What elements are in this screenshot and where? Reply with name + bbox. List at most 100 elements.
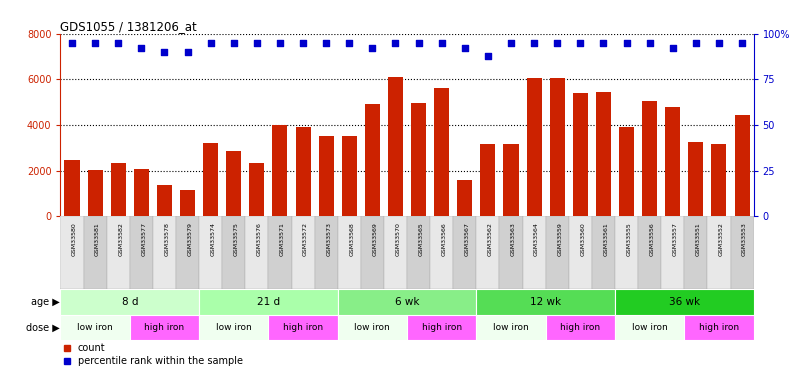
Point — [297, 40, 310, 46]
Bar — [526, 78, 542, 216]
Text: GSM33577: GSM33577 — [141, 222, 147, 256]
Text: dose ▶: dose ▶ — [27, 322, 60, 332]
Bar — [453, 216, 476, 289]
Point — [227, 40, 240, 46]
Bar — [60, 216, 84, 289]
Point — [736, 40, 749, 46]
Text: high iron: high iron — [699, 323, 739, 332]
Bar — [180, 190, 195, 216]
Text: 8 d: 8 d — [122, 297, 138, 307]
Bar — [476, 315, 546, 340]
Bar — [480, 144, 496, 216]
Text: GSM33564: GSM33564 — [534, 222, 539, 256]
Bar — [110, 163, 126, 216]
Point — [366, 45, 379, 51]
Text: GSM33553: GSM33553 — [742, 222, 747, 256]
Bar — [272, 125, 288, 216]
Bar — [522, 216, 546, 289]
Point — [713, 40, 725, 46]
Text: GSM33569: GSM33569 — [372, 222, 377, 256]
Text: high iron: high iron — [283, 323, 323, 332]
Point — [689, 40, 702, 46]
Text: GSM33572: GSM33572 — [303, 222, 308, 256]
Text: GSM33561: GSM33561 — [604, 222, 609, 256]
Text: GSM33574: GSM33574 — [210, 222, 216, 256]
Bar — [615, 216, 638, 289]
Bar — [684, 315, 754, 340]
Bar — [434, 88, 449, 216]
Point — [135, 45, 147, 51]
Point — [112, 40, 125, 46]
Bar — [222, 216, 245, 289]
Bar — [504, 144, 518, 216]
Bar — [342, 136, 357, 216]
Bar — [384, 216, 407, 289]
Bar — [596, 92, 611, 216]
Point — [481, 53, 494, 58]
Point — [435, 40, 448, 46]
Text: 6 wk: 6 wk — [395, 297, 419, 307]
Point — [505, 40, 517, 46]
Bar — [226, 151, 241, 216]
Bar — [268, 216, 292, 289]
Point — [412, 40, 425, 46]
Bar — [157, 184, 172, 216]
Bar — [106, 216, 130, 289]
Bar — [708, 216, 730, 289]
Point — [667, 45, 679, 51]
Bar — [407, 216, 430, 289]
Text: GSM33582: GSM33582 — [118, 222, 123, 256]
Bar — [296, 127, 310, 216]
Text: 36 wk: 36 wk — [669, 297, 700, 307]
Text: GSM33565: GSM33565 — [418, 222, 424, 256]
Bar — [338, 315, 407, 340]
Text: GSM33570: GSM33570 — [396, 222, 401, 256]
Bar — [249, 163, 264, 216]
Bar — [712, 144, 726, 216]
Text: GSM33568: GSM33568 — [349, 222, 355, 256]
Point — [204, 40, 217, 46]
Bar — [388, 77, 403, 216]
Text: count: count — [77, 343, 106, 353]
Text: low iron: low iron — [355, 323, 390, 332]
Bar — [546, 315, 615, 340]
Bar — [734, 115, 750, 216]
Bar — [134, 169, 149, 216]
Bar — [615, 315, 684, 340]
Bar — [476, 216, 500, 289]
Text: GSM33578: GSM33578 — [164, 222, 169, 256]
Point — [65, 40, 78, 46]
Text: 12 wk: 12 wk — [530, 297, 561, 307]
Bar — [411, 103, 426, 216]
Text: percentile rank within the sample: percentile rank within the sample — [77, 357, 243, 366]
Bar — [615, 289, 754, 315]
Bar — [176, 216, 199, 289]
Bar — [60, 315, 130, 340]
Text: GSM33575: GSM33575 — [234, 222, 239, 256]
Bar — [407, 315, 476, 340]
Bar — [153, 216, 176, 289]
Bar — [638, 216, 661, 289]
Text: GSM33580: GSM33580 — [72, 222, 77, 256]
Point — [550, 40, 563, 46]
Text: high iron: high iron — [144, 323, 185, 332]
Point — [158, 49, 171, 55]
Bar — [130, 216, 153, 289]
Text: GDS1055 / 1381206_at: GDS1055 / 1381206_at — [60, 20, 197, 33]
Bar — [268, 315, 338, 340]
Bar — [361, 216, 384, 289]
Text: low iron: low iron — [632, 323, 667, 332]
Text: high iron: high iron — [422, 323, 462, 332]
Text: 21 d: 21 d — [257, 297, 280, 307]
Text: GSM33581: GSM33581 — [95, 222, 100, 256]
Bar — [245, 216, 268, 289]
Text: low iron: low iron — [216, 323, 251, 332]
Bar — [64, 160, 80, 216]
Text: age ▶: age ▶ — [31, 297, 60, 307]
Bar — [476, 289, 615, 315]
Bar — [665, 107, 680, 216]
Text: GSM33563: GSM33563 — [511, 222, 516, 256]
Point — [528, 40, 541, 46]
Bar — [569, 216, 592, 289]
Text: GSM33562: GSM33562 — [488, 222, 493, 256]
